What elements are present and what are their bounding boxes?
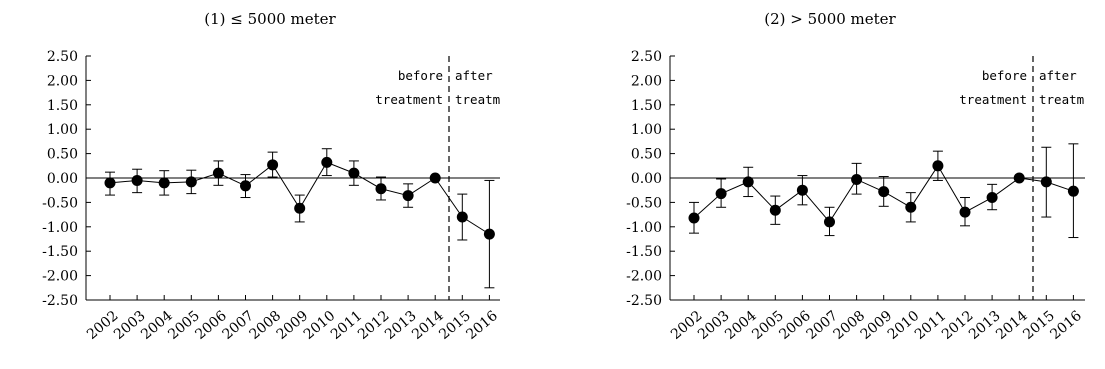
data-point [131,174,143,186]
y-tick-label: 0.50 [47,147,78,163]
data-point [1067,185,1079,197]
chart-panel-2: (2) > 5000 meter 2.50 2.00 1.50 1.00 0.50 0.00… [626,10,1085,343]
x-tick-label: 2016 [463,308,501,343]
data-point [878,186,890,198]
data-point [483,228,495,240]
after-treatment-label: treatm [455,92,500,107]
chart-title: (1) ≤ 5000 meter [204,10,336,28]
data-point [158,177,170,189]
y-tick-label: -2.00 [42,269,78,285]
y-tick-label: -2.00 [626,269,662,285]
data-point [959,206,971,218]
data-point [688,212,700,224]
y-tick-label: 2.00 [631,73,662,89]
data-point [456,211,468,223]
y-tick-label: 2.50 [47,49,78,65]
before-treatment-label: treatment [375,92,443,107]
chart-panel-1: (1) ≤ 5000 meter 2.50 2.00 1.50 1.00 0.50 0.00… [42,10,501,343]
data-point [104,177,116,189]
data-point [321,156,333,168]
data-point [769,204,781,216]
y-tick-label: 1.00 [631,122,662,138]
data-point [375,183,387,195]
y-tick-label: 0.50 [631,147,662,163]
y-tick-label: -2.50 [626,293,662,309]
data-point [267,159,279,171]
y-tick-label: -1.50 [626,244,662,260]
after-treatment-label: after [455,68,493,83]
after-treatment-label: treatm [1039,92,1084,107]
data-point [851,173,863,185]
data-point [429,172,441,184]
y-tick-label: 2.00 [47,73,78,89]
data-point [796,184,808,196]
y-tick-label: 1.50 [47,98,78,114]
y-tick-label: -1.50 [42,244,78,260]
data-point [986,192,998,204]
y-tick-label: -1.00 [42,220,78,236]
before-treatment-label: before [982,68,1027,83]
data-point [185,176,197,188]
before-treatment-label: treatment [959,92,1027,107]
x-tick-label: 2016 [1047,308,1085,343]
data-point [212,167,224,179]
data-point [294,202,306,214]
y-tick-label: -0.50 [626,195,662,211]
chart-title: (2) > 5000 meter [764,10,896,28]
y-tick-label: 2.50 [631,49,662,65]
y-tick-label: 1.00 [47,122,78,138]
data-point [905,201,917,213]
y-tick-label: -1.00 [626,220,662,236]
data-point [1013,172,1025,184]
y-tick-label: 1.50 [631,98,662,114]
data-point [932,160,944,172]
data-point [742,176,754,188]
data-point [348,167,360,179]
y-tick-label: 0.00 [631,171,662,187]
data-point [240,180,251,192]
data-point [402,190,414,202]
after-treatment-label: after [1039,68,1077,83]
data-point [824,216,835,228]
before-treatment-label: before [398,68,443,83]
data-point [1040,176,1052,188]
y-tick-label: -2.50 [42,293,78,309]
y-tick-label: 0.00 [47,171,78,187]
data-point [715,188,727,200]
y-tick-label: -0.50 [42,195,78,211]
